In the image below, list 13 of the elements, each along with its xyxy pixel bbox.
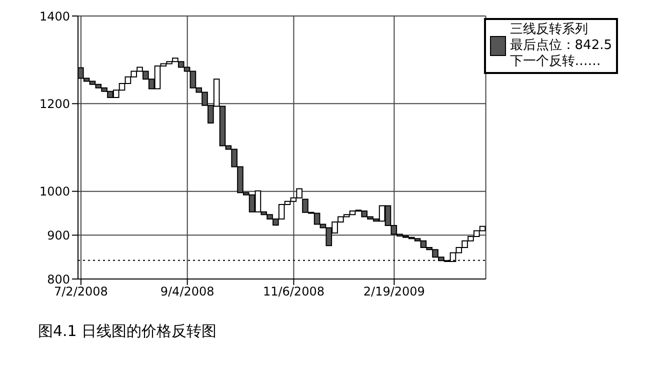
x-tick-label: 2/19/2009 <box>363 284 425 299</box>
y-tick-label: 1200 <box>39 96 70 111</box>
x-tick-label: 7/2/2008 <box>54 284 108 299</box>
text: 最后点位：842.5 <box>510 38 612 54</box>
y-tick-label: 900 <box>47 228 70 242</box>
x-tick-label: 11/6/2008 <box>262 284 324 299</box>
text: 下一个反转…… <box>510 54 602 70</box>
x-tick-label: 9/4/2008 <box>160 284 214 299</box>
y-tick-label: 800 <box>47 272 70 286</box>
text: 图4.1 日线图的价格反转图 <box>38 322 218 341</box>
y-tick-label: 1400 <box>39 9 70 24</box>
y-tick-label: 1000 <box>39 184 70 199</box>
text: 三线反转系列 <box>510 22 589 38</box>
